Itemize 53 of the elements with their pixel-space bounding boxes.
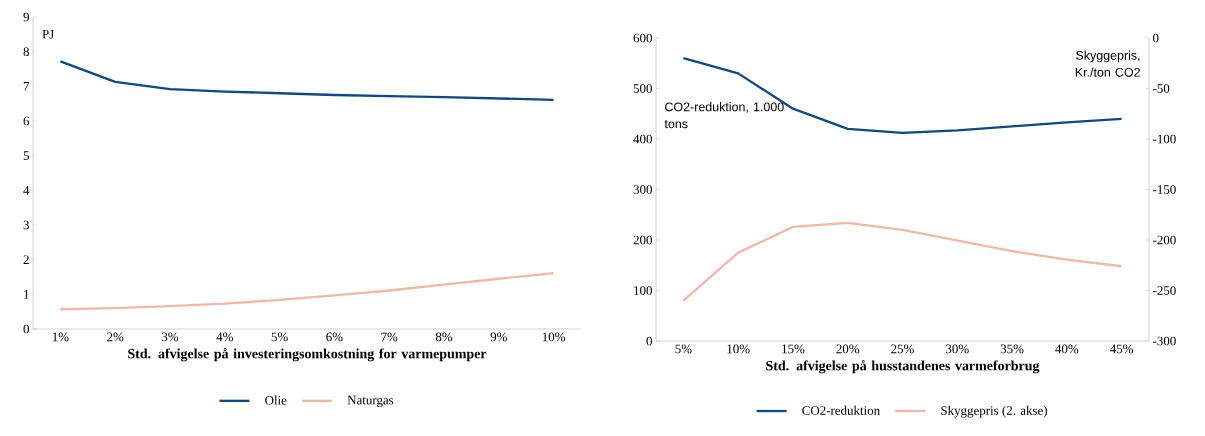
y2-tick-label: -100 <box>1153 134 1176 144</box>
x-tick-label: 30% <box>946 344 969 354</box>
x-tick-label: 45% <box>1109 344 1134 354</box>
y2-tick-label: -50 <box>1153 84 1170 93</box>
x-tick-label: 2% <box>107 332 124 342</box>
y2-tick-label: -250 <box>1153 286 1176 295</box>
y-tick-label: 500 <box>633 84 652 93</box>
x-tick-label: 15% <box>782 344 805 354</box>
y2-tick-label: -200 <box>1153 235 1176 245</box>
x-tick-label: 6% <box>326 332 343 342</box>
y-tick-label: 0 <box>646 336 652 346</box>
x-tick-label: 1% <box>52 332 69 342</box>
y2-tick-label: -150 <box>1153 185 1176 194</box>
y2-axis-title: Skyggepris, Kr./ton CO2 <box>1075 50 1140 77</box>
y-tick-label: 2 <box>23 255 29 264</box>
legend-label: Naturgas <box>347 395 394 408</box>
y-tick-label: 3 <box>23 220 29 230</box>
y-tick-label: 7 <box>23 82 30 91</box>
y-tick-label: 9 <box>23 12 29 22</box>
y-tick-label: 6 <box>23 116 30 126</box>
y-tick-label: 4 <box>23 186 30 195</box>
y-tick-label: 5 <box>23 151 29 160</box>
y-tick-label: 300 <box>633 185 652 194</box>
y-tick-label: 8 <box>23 47 29 57</box>
legend-label: Olie <box>265 395 287 405</box>
x-axis-title: Std. afvigelse på investeringsomkostning for varmepumper <box>128 348 487 362</box>
x-tick-label: 10% <box>542 332 566 342</box>
legend-label: Skyggepris (2. akse) <box>941 405 1048 418</box>
x-tick-label: 9% <box>490 332 507 342</box>
x-tick-label: 5% <box>271 332 288 342</box>
y2-tick-label: 0 <box>1153 33 1159 43</box>
x-tick-label: 10% <box>727 344 750 354</box>
x-axis-title: Std. afvigelse på husstandenes varmeforbrug <box>766 360 1040 374</box>
x-tick-label: 40% <box>1055 344 1079 354</box>
y-tick-label: 200 <box>633 235 652 245</box>
y-axis-title: CO2-reduktion, 1.000 tons <box>664 102 784 129</box>
x-tick-label: 20% <box>836 344 860 354</box>
y-tick-label: 1 <box>24 290 29 299</box>
y2-tick-label: -300 <box>1153 336 1176 346</box>
x-tick-label: 35% <box>1000 344 1024 354</box>
y-tick-label: 100 <box>634 286 652 295</box>
legend-label: CO2-reduktion <box>802 405 880 415</box>
x-tick-label: 3% <box>161 332 179 342</box>
y-tick-label: 400 <box>633 134 652 144</box>
x-tick-label: 5% <box>675 344 692 354</box>
x-tick-label: 25% <box>891 344 914 354</box>
line-series <box>59 272 555 311</box>
x-tick-label: 8% <box>435 332 453 342</box>
y-tick-label: 600 <box>633 33 652 43</box>
x-tick-label: 4% <box>216 332 233 342</box>
x-tick-label: 7% <box>381 332 398 342</box>
y-tick-label: 0 <box>23 324 29 334</box>
y-axis-title: PJ <box>42 29 54 39</box>
